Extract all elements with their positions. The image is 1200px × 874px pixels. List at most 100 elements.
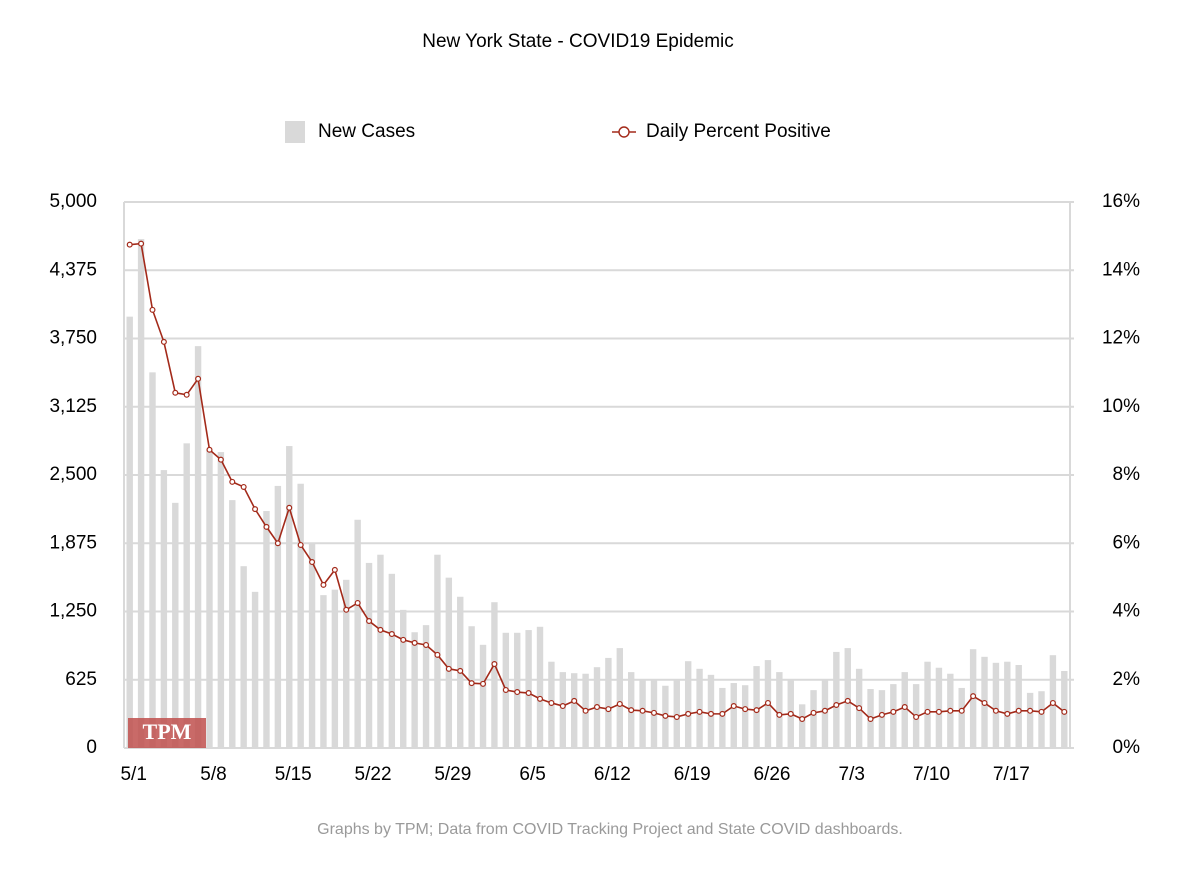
bar: [525, 630, 532, 748]
line-marker: [901, 704, 908, 711]
line-marker: [388, 631, 395, 638]
line-marker: [935, 708, 942, 715]
line-marker: [354, 599, 361, 606]
x-tick-label: 6/26: [753, 764, 790, 785]
bar: [798, 704, 806, 748]
line-marker: [1038, 708, 1045, 715]
line-marker: [821, 707, 828, 714]
bar: [878, 690, 886, 748]
line-marker: [639, 707, 646, 714]
y2-tick-label: 10%: [1102, 396, 1140, 417]
line-marker: [149, 306, 156, 313]
line-marker: [195, 375, 202, 382]
bar: [354, 519, 361, 748]
logo-box: [128, 718, 206, 748]
line-marker: [707, 710, 714, 717]
x-tick-label: 6/5: [519, 764, 545, 785]
line-marker: [742, 706, 749, 713]
line-marker: [172, 389, 179, 396]
line-marker: [730, 703, 737, 710]
line-marker: [571, 697, 578, 704]
bar: [137, 239, 145, 749]
bar: [365, 562, 373, 748]
y-tick-label: 5,000: [49, 191, 97, 212]
line-marker: [810, 709, 817, 716]
line-marker: [673, 713, 680, 720]
bar: [217, 452, 225, 748]
bar: [263, 511, 270, 748]
y2-tick-label: 2%: [1113, 669, 1141, 690]
line-marker: [537, 695, 544, 702]
line-marker: [491, 661, 498, 668]
line-marker: [525, 690, 532, 697]
legend-swatch: [285, 121, 305, 143]
line-marker: [878, 711, 885, 718]
bar: [308, 542, 316, 748]
line-marker: [593, 704, 600, 711]
bar: [388, 573, 396, 748]
line-marker: [833, 702, 840, 709]
line-marker: [605, 706, 612, 713]
line-marker: [468, 680, 475, 687]
line-marker: [206, 446, 213, 453]
bar: [719, 687, 726, 748]
bar: [172, 502, 179, 748]
line-marker: [1061, 708, 1068, 715]
line-marker: [1004, 710, 1011, 717]
y-tick-label: 625: [65, 669, 97, 690]
bar: [1015, 665, 1022, 748]
bar: [183, 443, 190, 748]
x-tick-label: 5/15: [275, 764, 312, 785]
y2-tick-label: 6%: [1113, 532, 1141, 553]
bar: [320, 595, 327, 748]
y2-tick-label: 14%: [1102, 259, 1140, 280]
y-tick-label: 3,750: [49, 328, 97, 349]
bar: [400, 609, 407, 748]
line-marker: [434, 651, 441, 658]
bar: [559, 672, 567, 748]
line-marker: [696, 708, 703, 715]
line-marker: [719, 710, 726, 717]
bar: [730, 683, 737, 748]
line-marker: [981, 699, 988, 706]
bar: [479, 644, 487, 748]
line-marker: [616, 700, 623, 707]
line-marker: [548, 699, 555, 706]
bar: [639, 679, 646, 748]
bar: [377, 554, 384, 748]
chart-title: New York State - COVID19 Epidemic: [422, 31, 734, 52]
bar: [536, 626, 544, 748]
y-tick-label: 1,875: [49, 532, 97, 553]
x-tick-label: 6/19: [674, 764, 711, 785]
bar: [616, 648, 623, 748]
line-marker: [377, 626, 384, 633]
line-marker: [787, 710, 794, 717]
line-marker: [411, 639, 418, 646]
line-marker: [1049, 699, 1056, 706]
bar: [206, 449, 213, 748]
bar: [149, 372, 156, 748]
line-marker: [662, 712, 669, 719]
line-marker: [890, 708, 897, 715]
bar: [1026, 692, 1034, 748]
y-tick-label: 1,250: [49, 601, 97, 622]
line-marker: [867, 715, 874, 722]
line-marker: [320, 581, 327, 588]
legend-label: New Cases: [318, 121, 415, 142]
bar: [684, 661, 692, 748]
line-marker: [309, 559, 316, 566]
bar: [422, 625, 430, 748]
y-tick-label: 0: [86, 737, 97, 758]
bar: [434, 554, 441, 748]
line-marker: [514, 689, 521, 696]
y2-tick-label: 8%: [1113, 464, 1141, 485]
bar: [229, 500, 236, 748]
line-marker: [970, 693, 977, 700]
line-marker: [776, 711, 783, 718]
bar: [1004, 661, 1011, 748]
y-tick-label: 3,125: [49, 396, 97, 417]
line-marker: [240, 483, 247, 490]
bar: [890, 684, 897, 748]
legend-label: Daily Percent Positive: [646, 121, 831, 142]
bar: [924, 661, 931, 748]
